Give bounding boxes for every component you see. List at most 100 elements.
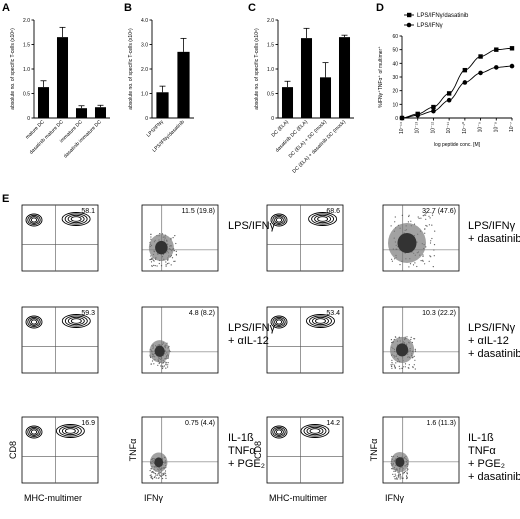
event-dot xyxy=(430,256,432,258)
event-dot xyxy=(175,242,177,245)
condition-label-right: LPS/IFNγ + dasatinib xyxy=(468,220,520,245)
condition-line: LPS/IFNγ xyxy=(468,220,516,232)
gate-percentage: 59.3 xyxy=(81,310,95,317)
condition-line: + dasatinib xyxy=(468,348,520,360)
contour xyxy=(25,213,43,227)
y-tick-label: 60 xyxy=(392,34,398,40)
event-dot xyxy=(163,365,165,367)
event-dot xyxy=(166,263,169,265)
y-tick-label: 0 xyxy=(145,116,148,122)
event-dot xyxy=(414,262,416,264)
y-tick-label: 0 xyxy=(271,116,274,122)
event-dot xyxy=(406,478,408,480)
condition-label-left: LPS/IFNγ xyxy=(228,220,276,232)
chart-b: 01.02.03.04.0LPS/IFNγLPS/IFNγ/dasatiniba… xyxy=(128,18,194,154)
event-dot xyxy=(170,264,172,266)
event-dot xyxy=(167,259,169,261)
event-dot xyxy=(408,214,410,216)
event-dot xyxy=(408,364,410,366)
event-dot xyxy=(167,362,169,364)
event-dot xyxy=(167,364,169,366)
bar xyxy=(75,108,88,118)
event-dot xyxy=(160,365,162,367)
contour xyxy=(311,213,335,225)
event-dot xyxy=(165,367,167,369)
legend-marker xyxy=(406,22,412,28)
contour xyxy=(29,318,39,326)
event-dot xyxy=(406,473,408,475)
contour xyxy=(272,426,286,438)
condition-line: + dasatinib xyxy=(468,233,520,245)
event-dot xyxy=(165,265,167,267)
event-dot xyxy=(403,472,405,474)
event-dot xyxy=(422,255,424,257)
contour xyxy=(274,428,284,436)
event-dot xyxy=(392,363,394,365)
event-dot xyxy=(394,221,396,223)
condition-line: IL-1ß xyxy=(228,432,254,444)
event-dot xyxy=(151,360,154,362)
plot-frame xyxy=(141,416,219,484)
event-dot xyxy=(162,365,164,367)
cytokine-plot: 11.5 (19.8) xyxy=(141,204,219,272)
density-core xyxy=(396,343,409,357)
contour xyxy=(272,214,286,226)
event-dot xyxy=(406,477,408,479)
condition-label-left: LPS/IFNγ + αIL-12 xyxy=(228,322,276,347)
event-dot xyxy=(155,474,157,476)
data-point xyxy=(478,70,483,76)
event-dot xyxy=(394,216,396,218)
event-dot xyxy=(157,473,159,475)
event-dot xyxy=(423,214,425,216)
event-dot xyxy=(391,367,393,369)
event-dot xyxy=(153,264,155,266)
event-dot xyxy=(418,217,420,219)
data-point xyxy=(462,80,468,85)
flow-x-label: MHC-multimer xyxy=(269,493,327,503)
condition-line: LPS/IFNγ xyxy=(228,220,276,232)
y-axis-label: absolute no. of specific T-cells (x10⁶) xyxy=(128,28,134,110)
y-tick-label: 40 xyxy=(392,61,398,67)
event-dot xyxy=(173,250,175,252)
event-dot xyxy=(414,348,416,350)
event-dot xyxy=(425,214,427,216)
event-dot xyxy=(426,225,428,227)
contour xyxy=(64,213,88,225)
gate-percentage: 16.9 xyxy=(81,420,95,427)
condition-line: + PGE₂ xyxy=(468,458,505,470)
legend-label: LPS/IFNγ/dasatinib xyxy=(417,13,469,19)
gate-percentage: 32.7 (47.6) xyxy=(422,208,456,215)
event-dot xyxy=(393,364,396,366)
bar xyxy=(56,37,69,118)
event-dot xyxy=(402,477,404,479)
event-dot xyxy=(391,468,393,470)
event-dot xyxy=(153,363,155,365)
event-dot xyxy=(402,473,404,475)
event-dot xyxy=(399,473,401,475)
x-tick-label: 10⁻¹⁴ xyxy=(399,122,405,134)
event-dot xyxy=(399,264,401,266)
event-dot xyxy=(408,367,410,369)
gate-percentage: 58.1 xyxy=(81,208,95,215)
condition-line: LPS/IFNγ xyxy=(468,322,516,334)
event-dot xyxy=(162,477,164,480)
data-point xyxy=(399,115,405,121)
event-dot xyxy=(152,259,154,261)
contour xyxy=(55,424,85,438)
event-dot xyxy=(431,224,433,226)
event-dot xyxy=(413,364,415,366)
contour xyxy=(61,426,79,436)
contour xyxy=(275,429,283,435)
event-dot xyxy=(150,238,152,240)
event-dot xyxy=(174,235,176,237)
gate-percentage: 0.75 (4.4) xyxy=(185,420,215,427)
event-dot xyxy=(420,260,422,262)
event-dot xyxy=(165,264,167,266)
event-dot xyxy=(398,365,400,367)
contour xyxy=(27,426,41,438)
event-dot xyxy=(400,476,402,478)
event-dot xyxy=(406,476,408,478)
event-dot xyxy=(150,468,152,470)
